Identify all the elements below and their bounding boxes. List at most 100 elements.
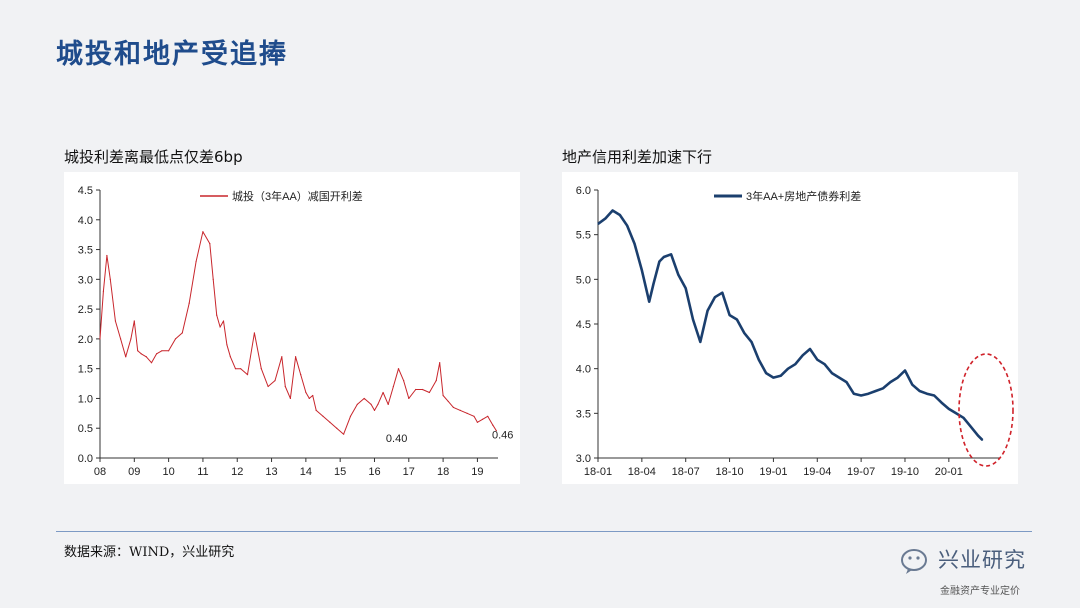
data-point — [428, 391, 430, 394]
data-point — [487, 415, 489, 417]
data-point — [758, 359, 760, 361]
data-point — [387, 403, 389, 405]
data-point — [363, 397, 365, 400]
data-point — [356, 403, 358, 405]
data-point — [492, 424, 494, 426]
data-point — [875, 390, 877, 392]
data-point — [772, 377, 775, 379]
y-tick-label: 6.0 — [576, 185, 591, 197]
footer-divider — [56, 531, 1032, 532]
data-point — [962, 417, 965, 419]
data-point — [392, 385, 394, 388]
data-point — [721, 292, 723, 294]
y-tick-label: 3.5 — [576, 408, 591, 420]
data-point — [281, 356, 283, 358]
data-point — [919, 390, 921, 392]
y-tick-label: 4.0 — [78, 215, 93, 227]
data-point — [677, 274, 679, 276]
x-tick-label: 11 — [197, 466, 208, 478]
data-point — [853, 393, 855, 395]
data-point — [641, 269, 643, 271]
data-point — [823, 363, 826, 365]
x-tick-label: 20-01 — [935, 466, 963, 478]
data-point — [442, 394, 444, 397]
y-tick-label: 3.0 — [576, 453, 591, 465]
y-tick-label: 4.5 — [78, 185, 93, 197]
x-tick-label: 18-04 — [628, 466, 656, 478]
data-point — [99, 338, 101, 340]
data-point — [699, 341, 701, 343]
brand-logo: 兴业研究 金融资产专业定价 — [900, 544, 1050, 600]
data-point — [373, 409, 376, 411]
y-tick-label: 3.0 — [78, 274, 93, 286]
data-source-note: 数据来源：WIND，兴业研究 — [64, 545, 235, 560]
data-point — [421, 388, 424, 391]
data-point — [216, 314, 218, 316]
series-line — [597, 209, 984, 442]
data-point — [838, 377, 840, 379]
data-point — [219, 326, 221, 328]
series-line — [99, 231, 497, 435]
data-point — [970, 426, 972, 428]
data-label: 0.46 — [492, 430, 513, 442]
x-tick-label: 13 — [265, 466, 277, 478]
data-point — [322, 415, 324, 417]
data-point — [728, 314, 731, 316]
data-point — [736, 318, 738, 321]
data-point — [329, 421, 331, 423]
brand-name: 兴业研究 — [938, 548, 1026, 572]
data-point — [809, 348, 811, 350]
y-tick-label: 1.5 — [78, 364, 93, 376]
x-tick-label: 18 — [437, 466, 449, 478]
data-point — [652, 283, 655, 285]
y-tick-label: 4.0 — [576, 364, 591, 376]
y-tick-label: 1.0 — [78, 393, 93, 405]
data-point — [794, 363, 796, 365]
legend-label: 3年AA+房地产债券利差 — [746, 189, 861, 203]
data-point — [663, 256, 665, 258]
data-point — [109, 278, 111, 280]
data-point — [940, 402, 943, 404]
data-point — [226, 344, 228, 346]
data-point — [305, 391, 307, 394]
data-point — [658, 260, 660, 263]
data-point — [397, 368, 400, 370]
data-label: 0.40 — [386, 433, 407, 445]
data-point — [670, 253, 672, 255]
data-point — [408, 397, 410, 400]
data-point — [312, 394, 314, 397]
data-point — [648, 301, 650, 303]
data-point — [267, 385, 269, 388]
data-point — [188, 302, 190, 304]
data-point — [597, 223, 599, 225]
x-tick-label: 14 — [300, 466, 312, 478]
data-point — [195, 260, 197, 263]
data-point — [240, 368, 242, 370]
data-point — [977, 435, 979, 437]
data-point — [466, 412, 468, 414]
x-tick-label: 18-07 — [672, 466, 700, 478]
data-point — [435, 379, 437, 382]
data-point — [452, 406, 454, 408]
brand-tagline: 金融资产专业定价 — [940, 586, 1020, 597]
y-tick-label: 0.5 — [78, 423, 93, 435]
data-point — [604, 217, 606, 220]
data-point — [229, 356, 231, 358]
right-chart-svg: 3.0 3.5 4.0 4.5 5.0 5.5 6.0 18-01 18-04 18-07 18-1… — [576, 185, 1014, 478]
data-point — [633, 243, 636, 245]
y-tick-label: 3.5 — [78, 245, 93, 257]
data-point — [415, 388, 417, 391]
data-point — [382, 391, 384, 394]
data-point — [156, 353, 158, 355]
x-tick-label: 18-10 — [715, 466, 743, 478]
x-tick-label: 16 — [368, 466, 380, 478]
left-chart-subtitle: 城投利差离最低点仅差6bp — [64, 148, 243, 166]
data-point — [948, 408, 950, 410]
data-point — [889, 381, 891, 383]
data-point — [377, 403, 379, 405]
data-point — [626, 225, 628, 227]
y-tick-label: 4.5 — [576, 319, 591, 331]
data-point — [150, 362, 153, 364]
y-tick-label: 5.5 — [576, 230, 591, 242]
data-point — [933, 394, 935, 397]
